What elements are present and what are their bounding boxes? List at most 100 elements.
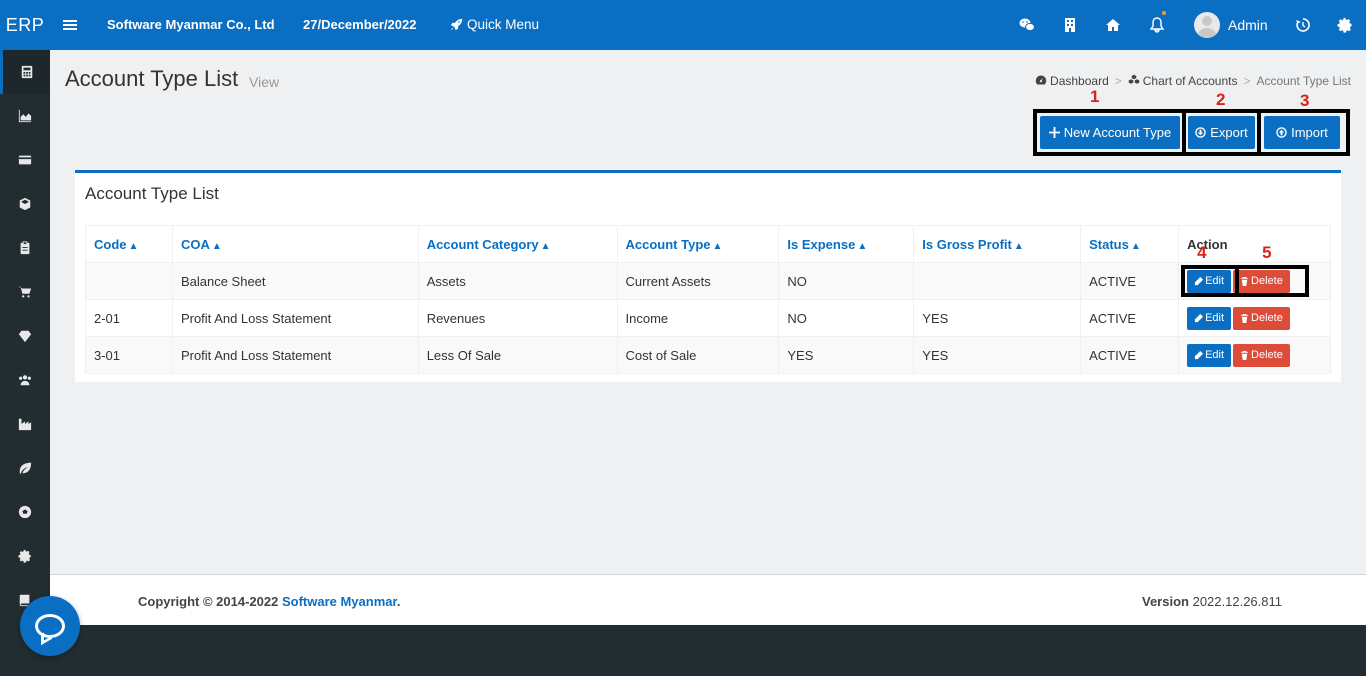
breadcrumb: Dashboard > Chart of Accounts > Account … bbox=[1035, 74, 1351, 88]
quick-menu-button[interactable]: Quick Menu bbox=[450, 17, 539, 32]
sort-icon: ▲︎ bbox=[128, 240, 139, 252]
chat-bubble-icon bbox=[35, 614, 65, 638]
account-type-table: Code ▲︎ COA ▲︎ Account Category ▲︎ Account … bbox=[85, 225, 1331, 374]
table-row: 2-01 Profit And Loss Statement Revenues … bbox=[85, 299, 1331, 337]
column-header-code[interactable]: Code ▲︎ bbox=[85, 225, 173, 263]
gear-icon[interactable] bbox=[1335, 15, 1355, 35]
breadcrumb-separator: > bbox=[1243, 74, 1251, 88]
edit-button[interactable]: Edit bbox=[1187, 306, 1232, 330]
chat-widget-button[interactable] bbox=[20, 596, 80, 656]
page-subtitle: View bbox=[249, 74, 280, 90]
cell-code: 2-01 bbox=[85, 299, 173, 337]
sidebar-item-leaf[interactable] bbox=[0, 446, 50, 490]
building-icon[interactable] bbox=[1060, 15, 1080, 35]
menu-toggle-button[interactable] bbox=[50, 0, 90, 50]
sidebar-item-chart[interactable] bbox=[0, 94, 50, 138]
sort-icon: ▲︎ bbox=[540, 240, 551, 252]
sidebar-item-book[interactable] bbox=[0, 578, 50, 622]
panel-title: Account Type List bbox=[85, 184, 219, 203]
avatar[interactable] bbox=[1194, 12, 1220, 38]
trash-icon bbox=[1240, 276, 1249, 286]
cell-code: 3-01 bbox=[85, 336, 173, 374]
cell-coa: Balance Sheet bbox=[171, 262, 419, 300]
page-title: Account Type List bbox=[65, 66, 239, 91]
pencil-icon bbox=[1194, 276, 1204, 285]
edit-button[interactable]: Edit bbox=[1187, 343, 1232, 367]
annotation-marker-2: 2 bbox=[1216, 90, 1226, 109]
user-name[interactable]: Admin bbox=[1228, 17, 1268, 33]
table-row: Balance Sheet Assets Current Assets NO A… bbox=[85, 243, 1331, 300]
highlight-box-edit bbox=[1181, 264, 1240, 297]
breadcrumb-current: Account Type List bbox=[1256, 74, 1352, 88]
wechat-icon[interactable] bbox=[1017, 15, 1037, 35]
current-date: 27/December/2022 bbox=[303, 17, 417, 32]
new-account-type-button[interactable]: New Account Type bbox=[1040, 116, 1180, 149]
clipboard-icon bbox=[20, 241, 30, 255]
sidebar-item-cart[interactable] bbox=[0, 270, 50, 314]
import-label: Import bbox=[1291, 125, 1328, 140]
highlight-box-import bbox=[1257, 109, 1350, 156]
sidebar-item-calculator[interactable] bbox=[0, 50, 50, 94]
app-logo[interactable]: ERP bbox=[5, 14, 45, 35]
account-type-panel: Account Type List Code ▲︎ COA ▲︎ Account C… bbox=[75, 170, 1341, 382]
column-header-expense[interactable]: Is Expense ▲︎ bbox=[778, 225, 915, 263]
bell-icon[interactable] bbox=[1147, 11, 1167, 35]
pencil-icon bbox=[1194, 313, 1204, 322]
pencil-icon bbox=[1194, 350, 1204, 359]
home-icon[interactable] bbox=[1103, 15, 1123, 35]
column-header-coa[interactable]: COA ▲︎ bbox=[171, 225, 419, 263]
breadcrumb-dashboard[interactable]: Dashboard bbox=[1035, 74, 1109, 88]
delete-button[interactable]: Delete bbox=[1233, 343, 1290, 367]
upload-circle-icon bbox=[1276, 127, 1287, 138]
sidebar-item-settings[interactable] bbox=[0, 534, 50, 578]
cube-icon bbox=[19, 197, 31, 211]
delete-button[interactable]: Delete bbox=[1233, 269, 1290, 293]
cell-category: Less Of Sale bbox=[417, 336, 618, 374]
history-icon[interactable] bbox=[1293, 15, 1313, 35]
import-button[interactable]: Import bbox=[1264, 116, 1340, 149]
edit-button[interactable]: Edit bbox=[1187, 269, 1232, 293]
sidebar-item-soccer[interactable] bbox=[0, 490, 50, 534]
cell-type: Income bbox=[616, 299, 780, 337]
cell-coa: Profit And Loss Statement bbox=[171, 299, 419, 337]
cell-expense: NO bbox=[778, 262, 915, 300]
sidebar-item-users[interactable] bbox=[0, 358, 50, 402]
action-group-row1: 4 5 Edit Delete bbox=[1181, 243, 1310, 297]
credit-card-icon bbox=[18, 155, 32, 165]
sidebar-item-cube[interactable] bbox=[0, 182, 50, 226]
cell-action: Edit Delete bbox=[1178, 299, 1331, 337]
sort-icon: ▲︎ bbox=[1130, 240, 1141, 252]
soccer-icon bbox=[18, 505, 32, 519]
sidebar-item-diamond[interactable] bbox=[0, 314, 50, 358]
column-header-status[interactable]: Status ▲︎ bbox=[1080, 225, 1180, 263]
cell-expense: YES bbox=[778, 336, 915, 374]
settings-icon bbox=[18, 549, 31, 563]
cell-action: 4 5 Edit Delete bbox=[1178, 243, 1331, 300]
version-number: 2022.12.26.811 bbox=[1192, 594, 1282, 609]
cell-code bbox=[85, 262, 173, 300]
cell-coa: Profit And Loss Statement bbox=[171, 336, 419, 374]
column-header-gross-profit[interactable]: Is Gross Profit ▲︎ bbox=[913, 225, 1082, 263]
breadcrumb-chart-of-accounts-label: Chart of Accounts bbox=[1142, 74, 1238, 88]
sidebar-item-card[interactable] bbox=[0, 138, 50, 182]
cell-status: ACTIVE bbox=[1080, 299, 1180, 337]
sidebar-item-clipboard[interactable] bbox=[0, 226, 50, 270]
sidebar-item-industry[interactable] bbox=[0, 402, 50, 446]
cubes-icon bbox=[1128, 74, 1140, 84]
delete-button[interactable]: Delete bbox=[1233, 306, 1290, 330]
brand-link[interactable]: Software Myanmar bbox=[281, 594, 397, 609]
column-header-category[interactable]: Account Category ▲︎ bbox=[417, 225, 618, 263]
annotation-marker-3: 3 bbox=[1300, 91, 1310, 110]
table-header-row: Code ▲︎ COA ▲︎ Account Category ▲︎ Account … bbox=[85, 225, 1331, 263]
users-icon bbox=[19, 375, 31, 386]
cell-type: Cost of Sale bbox=[616, 336, 780, 374]
calculator-icon bbox=[21, 65, 32, 79]
column-header-type[interactable]: Account Type ▲︎ bbox=[616, 225, 780, 263]
hamburger-icon bbox=[63, 24, 77, 26]
export-button[interactable]: Export bbox=[1188, 116, 1255, 149]
trash-icon bbox=[1240, 350, 1249, 360]
breadcrumb-chart-of-accounts[interactable]: Chart of Accounts bbox=[1128, 74, 1238, 88]
company-name[interactable]: Software Myanmar Co., Ltd bbox=[107, 17, 275, 32]
diamond-icon bbox=[18, 330, 32, 343]
annotation-marker-1: 1 bbox=[1090, 87, 1100, 106]
